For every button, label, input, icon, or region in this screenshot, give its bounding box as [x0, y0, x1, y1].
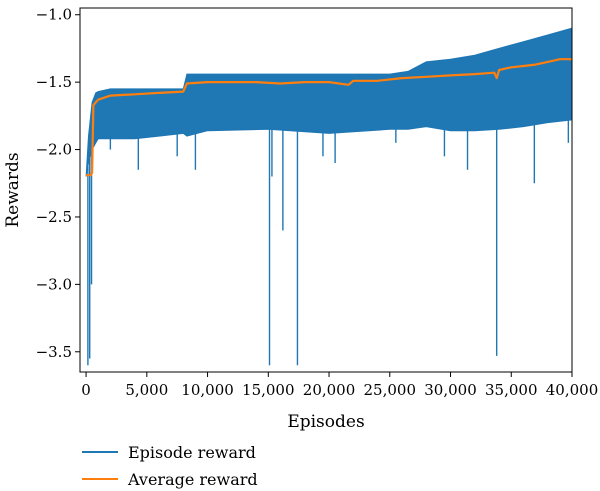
x-tick-label: 35,000: [485, 381, 538, 399]
legend-label-average-reward: Average reward: [127, 470, 258, 489]
episode-reward-band: [85, 27, 572, 177]
x-tick-label: 5,000: [125, 381, 168, 399]
y-tick-label: −3.5: [36, 343, 72, 361]
legend-label-episode-reward: Episode reward: [128, 443, 256, 462]
x-axis-title: Episodes: [287, 412, 364, 432]
y-tick-label: −2.5: [36, 208, 72, 226]
x-axis: 0 5,000 10,000 15,000 20,000 25,000 30,000 35,0…: [81, 372, 598, 399]
legend: Episode reward Average reward: [82, 443, 258, 489]
x-tick-label: 0: [81, 381, 91, 399]
y-axis-title: Rewards: [3, 152, 23, 227]
y-tick-label: −1.0: [36, 6, 72, 24]
y-tick-label: −2.0: [36, 141, 72, 159]
x-tick-label: 15,000: [242, 381, 295, 399]
x-tick-label: 25,000: [364, 381, 417, 399]
plot-frame: [79, 7, 573, 373]
y-axis: −1.0 −1.5 −2.0 −2.5 −3.0 −3.5: [36, 6, 80, 361]
x-tick-label: 30,000: [424, 381, 477, 399]
x-tick-label: 10,000: [181, 381, 234, 399]
y-tick-label: −3.0: [36, 275, 72, 293]
y-tick-label: −1.5: [36, 73, 72, 91]
x-tick-label: 40,000: [546, 381, 599, 399]
average-reward-line: [86, 58, 572, 177]
x-tick-label: 20,000: [303, 381, 356, 399]
plot-area: [85, 27, 572, 366]
